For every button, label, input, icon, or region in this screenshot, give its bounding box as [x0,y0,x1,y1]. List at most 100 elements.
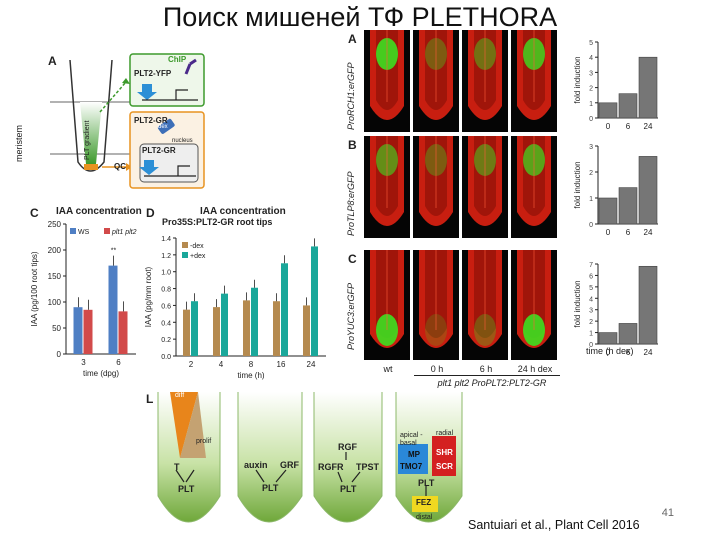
fold-chart-yuc3: 0 1 2 3 4 5 6 7 0 6 24 fold induction [573,262,658,357]
fold-chart-rch1: 0 1 2 3 4 5 0 6 24 fold induction [573,40,658,131]
y-tick-label: 0 [589,222,593,229]
qc-marker [84,164,98,170]
x-tick-label: 6 [626,348,631,357]
y-tick-label: 1.2 [161,253,171,260]
y-tick-label: 3 [589,70,593,77]
y-tick-label: 5 [589,40,593,47]
y-tick-label: 1.4 [161,236,171,243]
bar [303,305,310,356]
micro-column-label: wt [383,364,393,374]
x-tick-label: 6 [116,358,121,367]
slide-title: Поиск мишеней ТФ PLETHORA [162,2,558,32]
bar [598,102,618,119]
apical-basal-label: apical -basal [400,432,423,447]
x-axis-label: time (dpg) [83,369,119,378]
panel-l-letter: L [146,392,154,406]
plt-label-3: PLT [340,484,357,494]
scr-label: SCR [436,462,453,471]
x-tick-label: 3 [81,358,86,367]
bar [638,156,658,225]
x-tick-label: 0 [606,228,611,237]
y-tick-label: 3 [589,144,593,151]
panel-l-diagram [157,392,463,523]
distal-label: distal [416,514,433,521]
radial-label: radial [436,430,454,437]
bar [243,300,250,356]
micrograph [413,30,459,132]
plt-gradient-label: PLT gradient [84,120,91,160]
y-tick-label: 1 [589,101,593,108]
rgfr-label: RGFR [318,462,344,472]
legend-swatch [70,228,76,234]
x-tick-label: 24 [307,360,316,369]
x-tick-label: 0 [606,348,611,357]
bar [73,307,83,354]
y-tick-label: 0.8 [161,287,171,294]
genotype-label: plt1 plt2 ProPLT2:PLT2-GR [437,378,547,388]
bar [213,307,220,356]
micro-row-construct: ProYUC3:erGFP [346,282,356,350]
dex-label: dex [158,124,168,130]
y-tick-label: 0.2 [161,337,171,344]
bar [598,197,618,225]
y-tick-label: 100 [48,298,62,307]
y-tick-label: 0.6 [161,303,171,310]
micrograph [462,30,508,132]
y-tick-label: 0 [589,342,593,349]
apical-basal-box [398,444,428,474]
significance-mark: ** [111,248,117,255]
y-axis-label: fold induction [573,56,582,103]
y-tick-label: 0.4 [161,320,171,327]
y-tick-label: 4 [589,55,593,62]
citation: Santuiari et al., Plant Cell 2016 [468,518,640,532]
root-outline-4 [395,392,463,523]
y-tick-label: 50 [52,324,61,333]
x-axis-label: time (h) [237,371,264,380]
y-tick-label: 1.0 [161,270,171,277]
chip-construct-label: PLT2-YFP [134,69,172,78]
root-outline-2 [237,392,303,523]
x-tick-label: 24 [644,348,653,357]
rgf-label: RGF [338,442,357,452]
micrograph [462,250,508,360]
micrograph [511,136,557,238]
microscopy-grid: A ProRCH1:erGFP B ProTLP8:erGFP C ProYUC3:erG… [342,30,572,390]
x-tick-label: 8 [249,360,254,369]
x-tick-label: 6 [626,122,631,131]
gr-construct-nucleus-label: PLT2-GR [142,146,176,155]
panel-a-diagram [50,53,205,189]
legend-label: -dex [190,243,204,250]
micrograph [413,250,459,360]
bar [638,56,658,119]
y-tick-label: 0 [57,350,62,359]
x-tick-label: 6 [626,228,631,237]
legend-swatch [182,242,188,248]
grf-label: GRF [280,460,299,470]
tmo7-label: TMO7 [400,462,423,471]
micro-column-label: 0 h [430,364,444,374]
micrograph [364,136,410,238]
bar [638,265,658,345]
x-tick-label: 24 [644,228,653,237]
y-axis-label: fold induction [573,161,582,208]
bar [273,301,280,356]
y-tick-label: 250 [48,220,62,229]
auxin-label: auxin [244,460,268,470]
y-tick-label: 0 [589,116,593,123]
micrograph [511,250,557,360]
micro-row-construct: ProRCH1:erGFP [346,62,356,130]
y-tick-label: 3 [589,308,593,315]
micrograph [364,250,410,360]
bar [221,293,228,356]
bar [191,301,198,356]
x-tick-label: 4 [219,360,224,369]
panel-c-chart: 0 50 100 150 200 250 3 6 time (dpg) IAA (pg/100 r… [30,220,137,378]
genotype-bracket [414,375,560,376]
bar [108,265,118,354]
y-tick-label: 6 [589,273,593,280]
micro-column-label: 24 h dex [517,364,553,374]
bar [311,246,318,356]
x-tick-label: 0 [606,122,611,131]
fold-xlabel: time (h dex) [586,346,634,356]
